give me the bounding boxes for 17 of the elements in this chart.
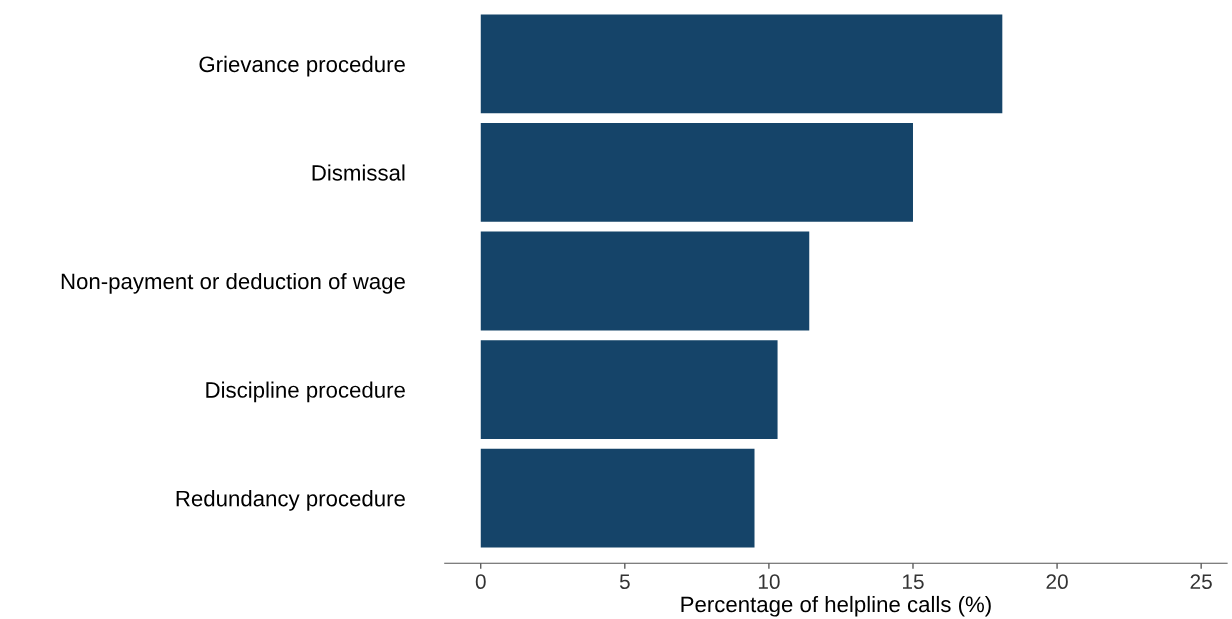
x-axis-title: Percentage of helpline calls (%) [681, 595, 991, 617]
x-tick-label: 5 [619, 574, 630, 590]
bar [480, 448, 755, 548]
x-tick-label: 10 [758, 574, 780, 590]
bar [480, 123, 913, 222]
y-tick-label: Discipline procedure [206, 381, 405, 403]
y-tick-label: Redundancy procedure [176, 490, 405, 511]
bar [480, 340, 778, 439]
x-tick-label: 20 [1046, 574, 1068, 590]
x-tick-label: 25 [1190, 574, 1212, 590]
y-tick-label: Grievance procedure [199, 55, 405, 77]
y-tick-label: Non-payment or deduction of wage [61, 272, 405, 294]
x-tick-label: 15 [902, 574, 924, 590]
y-tick-label: Dismissal [312, 164, 405, 181]
bar [480, 231, 810, 331]
bar [480, 14, 1003, 114]
x-tick-label: 0 [475, 574, 486, 590]
